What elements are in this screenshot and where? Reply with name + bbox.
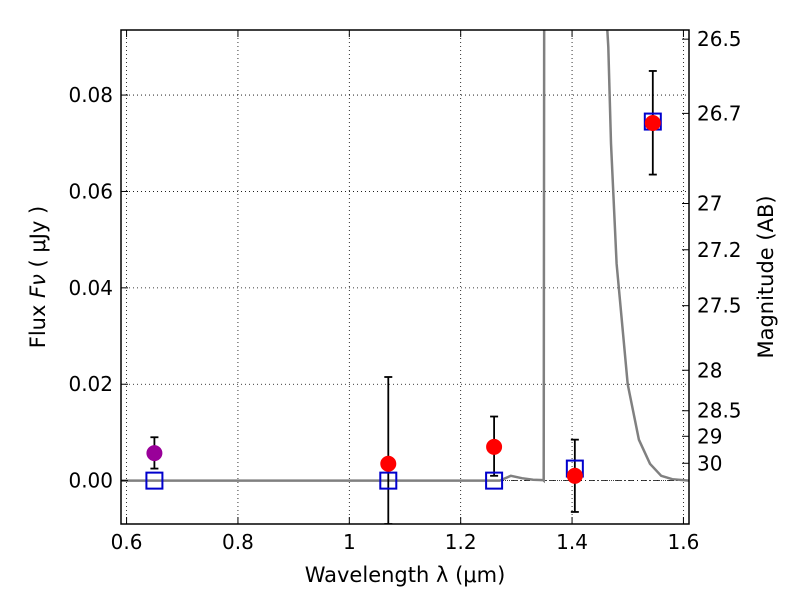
y-axis-title: Flux Fν ( μJy ) xyxy=(26,206,50,349)
model-spectrum-line xyxy=(121,30,689,484)
right-tick-label: 27 xyxy=(697,192,722,216)
x-tick-label: 0.6 xyxy=(111,530,143,554)
x-tick-label: 1.4 xyxy=(556,530,588,554)
data-point-circle xyxy=(644,115,661,132)
right-tick-label: 26.7 xyxy=(697,101,742,125)
model-square-marker xyxy=(485,471,504,490)
right-tick-label: 28 xyxy=(697,358,722,382)
data-point-circle xyxy=(566,467,583,484)
y-tick-label: 0.06 xyxy=(68,179,113,203)
y-tick-label: 0.08 xyxy=(68,83,113,107)
x-tick-label: 0.8 xyxy=(222,530,254,554)
x-tick-label: 1.6 xyxy=(668,530,700,554)
x-tick-label: 1.2 xyxy=(445,530,477,554)
right-tick-label: 29 xyxy=(697,424,722,448)
grid xyxy=(121,30,689,524)
ticks: 0.6 0.8 1 1.2 1.4 1.6 0.00 0.02 0.04 0.06 0.08 26.5… xyxy=(68,27,741,554)
y-axis-symbol: Fν xyxy=(26,274,50,298)
right-tick-label: 27.2 xyxy=(697,238,742,262)
y-tick-label: 0.00 xyxy=(68,469,113,493)
x-tick-label: 1 xyxy=(343,530,356,554)
y-tick-label: 0.02 xyxy=(68,372,113,396)
data-layer xyxy=(121,30,689,524)
right-tick-label: 28.5 xyxy=(697,399,742,423)
data-point-circle xyxy=(146,445,163,462)
right-axis-title: Magnitude (AB) xyxy=(754,195,778,358)
model-square-marker xyxy=(145,471,164,490)
y-tick-label: 0.04 xyxy=(68,276,113,300)
data-point-circle xyxy=(486,438,503,455)
right-tick-label: 26.5 xyxy=(697,27,742,51)
x-axis-title: Wavelength λ (μm) xyxy=(305,563,506,587)
right-tick-label: 27.5 xyxy=(697,294,742,318)
plot-frame xyxy=(120,29,690,525)
right-tick-label: 30 xyxy=(697,451,722,475)
data-point-circle xyxy=(380,455,397,472)
model-square-marker xyxy=(379,471,398,490)
